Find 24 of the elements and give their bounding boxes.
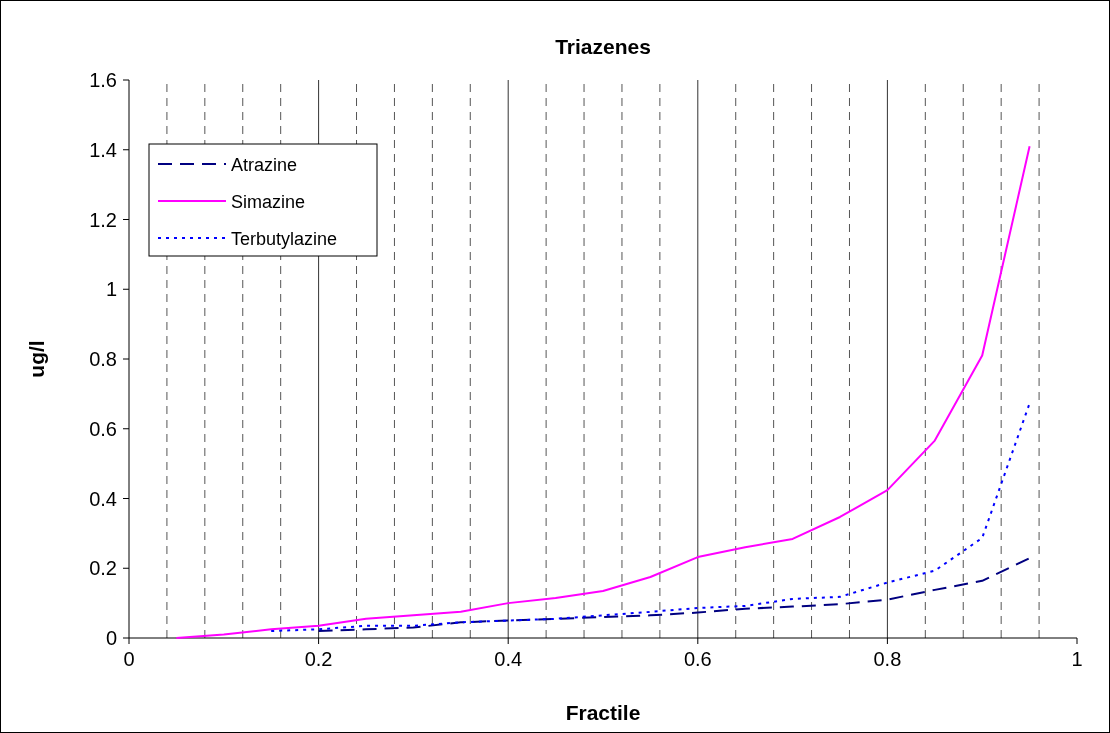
x-tick-label: 0.8 (873, 648, 902, 670)
y-tick-label: 0.6 (89, 417, 117, 440)
y-tick-label: 0.2 (89, 557, 117, 580)
x-tick-label: 0.4 (494, 648, 523, 670)
line-series (317, 557, 1031, 633)
legend-label: Atrazine (231, 155, 298, 175)
legend-label: Simazine (231, 192, 306, 212)
y-tick-label: 1.2 (89, 208, 117, 231)
x-tick-label: 0.6 (683, 648, 712, 670)
line-series (175, 145, 1031, 639)
x-tick-label: 1 (1071, 648, 1083, 670)
y-tick-label: 0.4 (89, 487, 117, 510)
y-tick-label: 1.6 (89, 69, 117, 91)
x-tick-label: 0 (123, 648, 135, 670)
legend-label: Terbutylazine (231, 229, 338, 249)
line-series (270, 402, 1031, 633)
chart-title: Triazenes (555, 35, 651, 58)
y-tick-label: 0 (105, 627, 117, 649)
x-axis-title: Fractile (565, 701, 641, 724)
y-tick-label: 1 (105, 278, 117, 301)
y-tick-label: 1.4 (89, 138, 117, 161)
y-tick-label: 0.8 (89, 348, 117, 370)
x-tick-label: 0.2 (304, 648, 333, 670)
y-axis-title: ug/l (25, 340, 48, 378)
